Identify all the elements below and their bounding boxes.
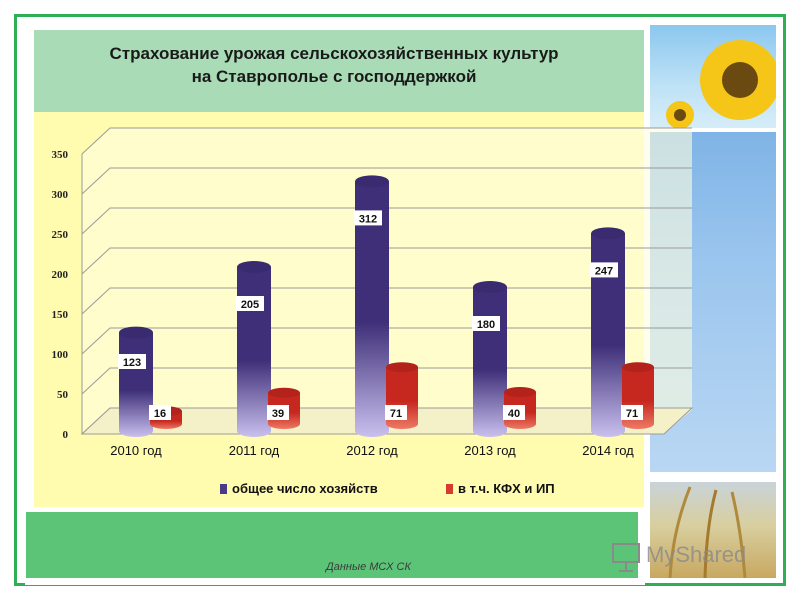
y-tick-label: 250 xyxy=(52,229,69,241)
y-tick-label: 150 xyxy=(52,309,69,321)
bar-top xyxy=(237,261,271,273)
footer-band xyxy=(26,512,638,578)
bar-top xyxy=(268,387,300,398)
data-label-box xyxy=(503,405,525,420)
source-note: Данные МСХ СК xyxy=(326,561,411,573)
data-label: 71 xyxy=(390,408,402,420)
data-label: 39 xyxy=(272,408,284,420)
y-tick-label: 300 xyxy=(52,189,69,201)
data-label: 180 xyxy=(477,319,495,331)
gridline xyxy=(81,127,692,155)
data-label: 205 xyxy=(241,299,259,311)
bar xyxy=(473,287,507,437)
title-line: на Ставрополье с господдержкой xyxy=(191,67,477,86)
bar-top xyxy=(622,362,654,373)
presentation-icon xyxy=(612,543,640,572)
wheat-photo xyxy=(650,482,776,578)
y-tick-label: 0 xyxy=(63,429,69,441)
watermark: MyShared xyxy=(606,538,776,574)
data-label-box xyxy=(621,405,643,420)
data-label: 16 xyxy=(154,408,166,420)
x-tick-label: 2014 год xyxy=(582,443,634,458)
y-tick-label: 100 xyxy=(52,349,69,361)
gridline xyxy=(81,247,692,275)
bar-top xyxy=(119,326,153,339)
page-title: Страхование урожая сельскохозяйственных … xyxy=(34,42,634,88)
bar xyxy=(355,181,389,437)
bar-top xyxy=(504,387,536,397)
data-label: 123 xyxy=(123,357,141,369)
bar-top xyxy=(591,227,625,240)
watermark-text: MyShared xyxy=(646,542,747,567)
title-line: Страхование урожая сельскохозяйственных … xyxy=(109,44,559,63)
data-label: 312 xyxy=(359,213,377,225)
data-label-box xyxy=(590,262,618,278)
data-label: 71 xyxy=(626,408,638,420)
sunflower-icon xyxy=(666,40,776,128)
gridline xyxy=(81,207,692,235)
data-label-box xyxy=(267,405,289,420)
legend-swatch xyxy=(446,484,453,494)
bar-top xyxy=(386,362,418,373)
data-label-box xyxy=(354,210,382,226)
x-tick-label: 2013 год xyxy=(464,443,516,458)
bar xyxy=(237,267,271,437)
wheat-icon xyxy=(668,486,747,578)
data-label-box xyxy=(118,354,146,369)
y-tick-label: 50 xyxy=(57,389,69,401)
x-tick-label: 2010 год xyxy=(110,443,162,458)
bar xyxy=(119,332,153,437)
x-tick-label: 2011 год xyxy=(229,443,280,458)
data-label-box xyxy=(385,405,407,420)
bar-top xyxy=(355,175,389,188)
legend-label: в т.ч. КФХ и ИП xyxy=(458,481,555,496)
sunflower-photo xyxy=(650,25,776,128)
legend-label: общее число хозяйств xyxy=(232,481,378,496)
x-tick-label: 2012 год xyxy=(346,443,398,458)
data-label: 40 xyxy=(508,408,520,420)
y-tick-label: 350 xyxy=(52,149,69,161)
y-tick-label: 200 xyxy=(52,269,69,281)
data-label-box xyxy=(236,296,264,311)
data-label-box xyxy=(149,405,171,420)
title-band xyxy=(34,30,644,112)
bar-top xyxy=(473,281,507,293)
data-label-box xyxy=(472,316,500,331)
data-label: 247 xyxy=(595,265,613,277)
legend-swatch xyxy=(220,484,227,494)
gridline xyxy=(81,167,692,195)
bar xyxy=(591,233,625,437)
